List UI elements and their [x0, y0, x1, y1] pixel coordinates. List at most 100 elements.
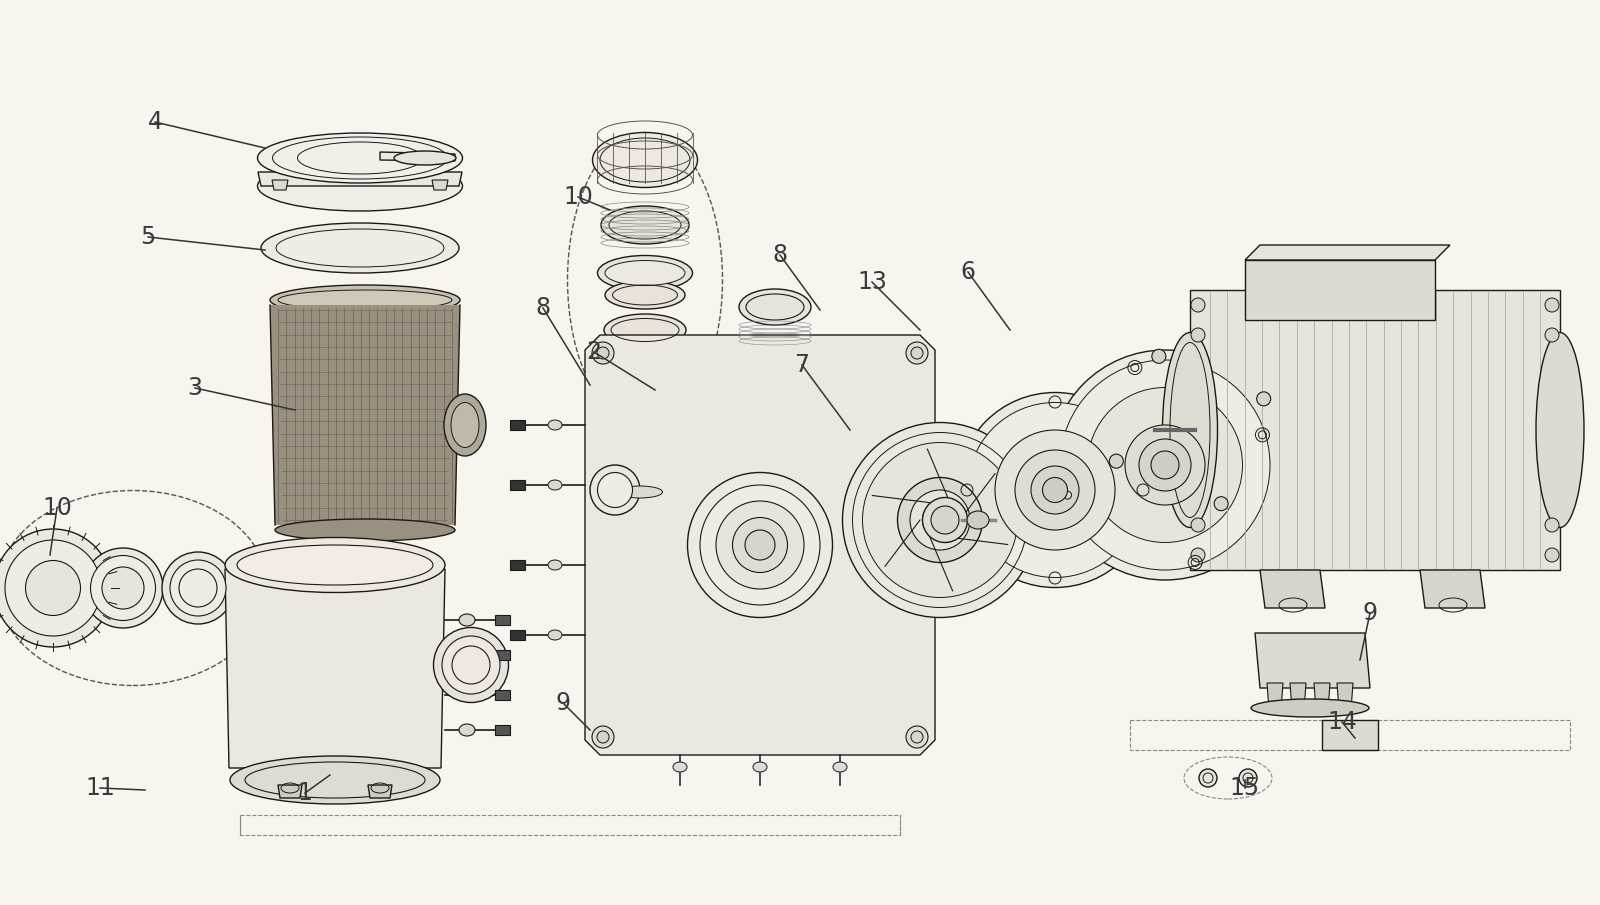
Ellipse shape: [26, 560, 80, 615]
Ellipse shape: [966, 511, 989, 529]
Ellipse shape: [1014, 450, 1094, 530]
Ellipse shape: [739, 289, 811, 325]
Text: 3: 3: [187, 376, 203, 400]
Ellipse shape: [688, 472, 832, 617]
Ellipse shape: [674, 762, 686, 772]
Polygon shape: [1338, 683, 1354, 710]
Ellipse shape: [394, 151, 456, 165]
Text: 4: 4: [147, 110, 163, 134]
Ellipse shape: [1536, 332, 1584, 528]
Polygon shape: [432, 180, 448, 190]
Ellipse shape: [717, 501, 805, 589]
Polygon shape: [1245, 245, 1450, 260]
Ellipse shape: [1088, 387, 1243, 542]
Ellipse shape: [83, 548, 163, 628]
Polygon shape: [1190, 290, 1560, 570]
Polygon shape: [1322, 720, 1378, 750]
Ellipse shape: [1163, 332, 1218, 528]
Ellipse shape: [1190, 328, 1205, 342]
Ellipse shape: [162, 552, 234, 624]
Ellipse shape: [0, 529, 112, 647]
Ellipse shape: [602, 206, 690, 244]
Ellipse shape: [434, 627, 509, 702]
Polygon shape: [510, 560, 525, 570]
Ellipse shape: [275, 519, 454, 541]
Ellipse shape: [605, 314, 686, 346]
Ellipse shape: [1190, 548, 1205, 562]
Ellipse shape: [597, 347, 610, 359]
Ellipse shape: [906, 342, 928, 364]
Ellipse shape: [1546, 328, 1558, 342]
Polygon shape: [270, 305, 461, 525]
Polygon shape: [272, 180, 288, 190]
Polygon shape: [1290, 683, 1306, 710]
Polygon shape: [1261, 570, 1325, 608]
Ellipse shape: [1546, 298, 1558, 312]
Ellipse shape: [843, 423, 1037, 617]
Ellipse shape: [862, 443, 1018, 597]
Ellipse shape: [910, 731, 923, 743]
Ellipse shape: [278, 290, 453, 310]
Text: 11: 11: [85, 776, 115, 800]
Ellipse shape: [910, 490, 970, 550]
Ellipse shape: [1190, 298, 1205, 312]
Text: 10: 10: [42, 496, 72, 520]
Ellipse shape: [547, 560, 562, 570]
Text: 8: 8: [536, 296, 550, 320]
Ellipse shape: [957, 393, 1152, 587]
Ellipse shape: [1256, 392, 1270, 405]
Ellipse shape: [923, 498, 968, 542]
Ellipse shape: [1214, 497, 1229, 510]
Ellipse shape: [1198, 769, 1218, 787]
Ellipse shape: [1152, 349, 1166, 363]
Polygon shape: [381, 152, 454, 161]
Ellipse shape: [258, 133, 462, 183]
Text: 7: 7: [795, 353, 810, 377]
Ellipse shape: [1059, 360, 1270, 570]
Ellipse shape: [701, 485, 819, 605]
Ellipse shape: [547, 420, 562, 430]
Ellipse shape: [995, 430, 1115, 550]
Text: 13: 13: [858, 270, 886, 294]
Ellipse shape: [1109, 454, 1123, 468]
Ellipse shape: [1030, 466, 1078, 514]
Ellipse shape: [459, 689, 475, 701]
Polygon shape: [510, 480, 525, 490]
Ellipse shape: [1238, 769, 1258, 787]
Ellipse shape: [230, 756, 440, 804]
Ellipse shape: [1546, 518, 1558, 532]
Text: 2: 2: [587, 340, 602, 364]
Ellipse shape: [898, 478, 982, 563]
Ellipse shape: [451, 403, 478, 447]
Ellipse shape: [1043, 478, 1067, 502]
Ellipse shape: [1546, 548, 1558, 562]
Text: 8: 8: [773, 243, 787, 267]
Polygon shape: [510, 420, 525, 430]
Ellipse shape: [91, 556, 155, 621]
Ellipse shape: [1150, 451, 1179, 479]
Ellipse shape: [459, 614, 475, 626]
Ellipse shape: [170, 560, 226, 616]
Text: 9: 9: [1363, 601, 1378, 625]
Ellipse shape: [910, 347, 923, 359]
Ellipse shape: [459, 724, 475, 736]
Ellipse shape: [1050, 350, 1280, 580]
Polygon shape: [494, 690, 510, 700]
Ellipse shape: [733, 518, 787, 573]
Ellipse shape: [5, 540, 101, 636]
Ellipse shape: [592, 726, 614, 748]
Text: 1: 1: [298, 781, 312, 805]
Ellipse shape: [547, 630, 562, 640]
Text: 6: 6: [960, 260, 976, 284]
Polygon shape: [1314, 683, 1330, 710]
Ellipse shape: [261, 223, 459, 273]
Ellipse shape: [597, 472, 632, 508]
Ellipse shape: [258, 161, 462, 211]
Ellipse shape: [597, 731, 610, 743]
Text: 14: 14: [1326, 710, 1357, 734]
Ellipse shape: [226, 538, 445, 593]
Ellipse shape: [1190, 518, 1205, 532]
Polygon shape: [278, 785, 302, 798]
Ellipse shape: [277, 229, 445, 267]
Ellipse shape: [547, 480, 562, 490]
